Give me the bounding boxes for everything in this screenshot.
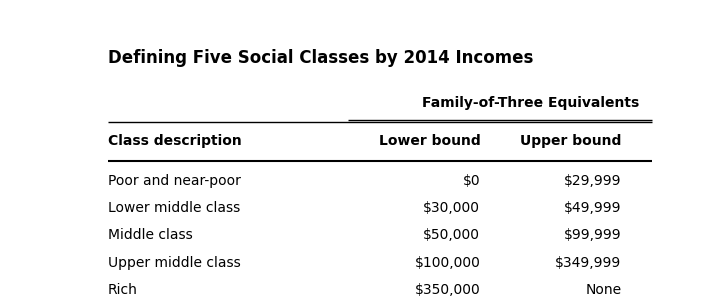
Text: Family-of-Three Equivalents: Family-of-Three Equivalents: [422, 96, 640, 110]
Text: Upper middle class: Upper middle class: [108, 256, 241, 270]
Text: Lower middle class: Lower middle class: [108, 201, 240, 215]
Text: Defining Five Social Classes by 2014 Incomes: Defining Five Social Classes by 2014 Inc…: [108, 49, 534, 67]
Text: $99,999: $99,999: [563, 228, 622, 243]
Text: Rich: Rich: [108, 283, 138, 297]
Text: Poor and near-poor: Poor and near-poor: [108, 174, 241, 188]
Text: Class description: Class description: [108, 134, 242, 148]
Text: None: None: [585, 283, 622, 297]
Text: $49,999: $49,999: [564, 201, 622, 215]
Text: $30,000: $30,000: [423, 201, 480, 215]
Text: Middle class: Middle class: [108, 228, 193, 243]
Text: Lower bound: Lower bound: [379, 134, 480, 148]
Text: Upper bound: Upper bound: [520, 134, 622, 148]
Text: $29,999: $29,999: [564, 174, 622, 188]
Text: $50,000: $50,000: [423, 228, 480, 243]
Text: $0: $0: [463, 174, 480, 188]
Text: $350,000: $350,000: [414, 283, 480, 297]
Text: $349,999: $349,999: [555, 256, 622, 270]
Text: $100,000: $100,000: [414, 256, 480, 270]
